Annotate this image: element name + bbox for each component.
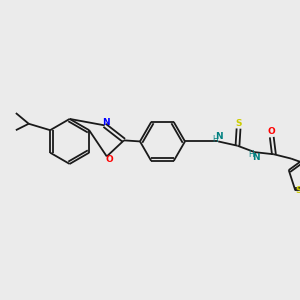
Text: O: O xyxy=(268,127,276,136)
Text: S: S xyxy=(235,119,242,128)
Text: N: N xyxy=(215,132,223,141)
Text: N: N xyxy=(102,118,110,127)
Text: H: H xyxy=(212,135,218,144)
Text: S: S xyxy=(295,186,300,195)
Text: H: H xyxy=(248,150,254,159)
Text: N: N xyxy=(252,153,260,162)
Text: O: O xyxy=(105,155,113,164)
